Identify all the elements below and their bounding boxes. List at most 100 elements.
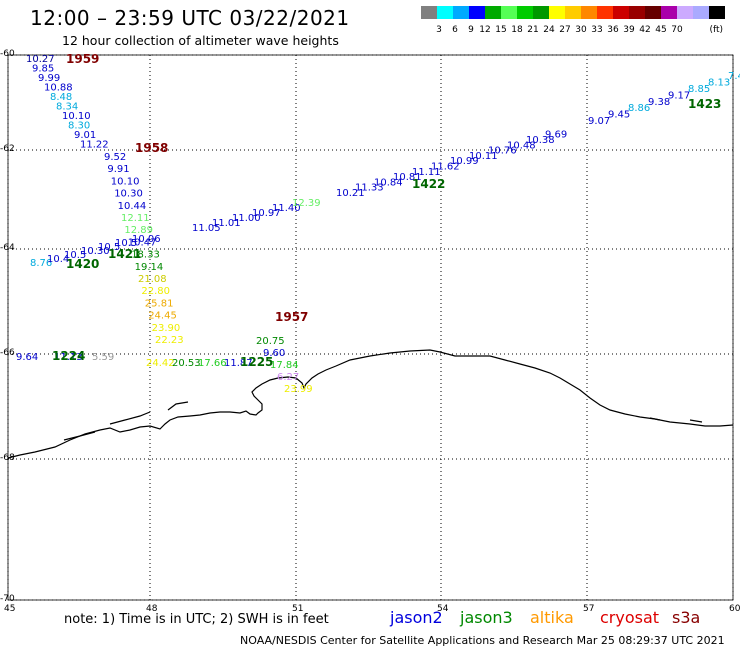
map-title: 12:00 – 23:59 UTC 03/22/2021	[30, 6, 350, 30]
wave-height-value: 9.91	[107, 164, 129, 175]
map-grid	[7, 54, 734, 601]
wave-height-value: 10.48	[507, 140, 536, 151]
wave-height-value: 10.30	[114, 189, 143, 200]
legend-label: 21	[527, 25, 538, 35]
legend-label: 33	[591, 25, 602, 35]
legend-label: 15	[495, 25, 506, 35]
wave-height-value: 5.59	[92, 352, 114, 363]
lat-label: -70	[0, 594, 15, 604]
wave-height-value: 17.66	[198, 358, 227, 369]
coastline-island	[63, 401, 703, 441]
wave-height-value: 23.90	[152, 323, 181, 334]
wave-height-value: 19.14	[135, 262, 164, 273]
legend-label: 6	[452, 25, 458, 35]
altimeter-tracks: 10.279.859.9910.888.488.3410.108.309.011…	[16, 52, 740, 395]
pass-time-label: 1420	[66, 257, 99, 271]
pass-time-label: 1224	[52, 349, 85, 363]
wave-height-value: 9.99	[38, 73, 60, 84]
wave-height-value: 11.05	[192, 223, 221, 234]
lon-label: 54	[437, 604, 449, 614]
wave-height-value: 10.97	[252, 208, 281, 219]
map-frame	[7, 54, 734, 601]
wave-height-value: 6.27	[277, 372, 299, 383]
legend-cryosat: cryosat	[600, 608, 660, 627]
wave-height-value: 25.81	[145, 298, 174, 309]
wave-height-value: 8.85	[688, 84, 710, 95]
legend-swatch	[709, 6, 725, 19]
wave-height-value: 8.30	[68, 121, 90, 132]
footnote: note: 1) Time is in UTC; 2) SWH is in fe…	[64, 612, 329, 627]
wave-height-value: 9.07	[588, 116, 610, 127]
wave-height-value: 22.23	[155, 335, 184, 346]
wave-height-value: 10.4	[47, 254, 69, 265]
wave-height-value: 9.52	[104, 152, 126, 163]
legend-swatch	[453, 6, 469, 19]
wave-height-value: 9.64	[16, 352, 38, 363]
wave-height-value: 10.47	[128, 237, 157, 248]
wave-height-value: 11.33	[355, 183, 384, 194]
legend-label: 30	[575, 25, 587, 35]
wave-height-value: 10.44	[118, 201, 147, 212]
legend-swatch	[581, 6, 597, 19]
pass-time-label: 1421	[108, 247, 141, 261]
wave-height-value: 23.99	[284, 384, 313, 395]
wave-height-value: 24.45	[148, 311, 177, 322]
credit-line: NOAA/NESDIS Center for Satellite Applica…	[240, 634, 725, 647]
wave-height-value: 17.84	[270, 360, 299, 371]
legend-swatch	[485, 6, 501, 19]
wave-height-value: 11.11	[412, 167, 441, 178]
wave-height-value: 9.69	[545, 130, 567, 141]
pass-time-label: 1957	[275, 310, 308, 324]
wave-height-value: 9.17	[668, 90, 690, 101]
wave-height-value: 10.81	[393, 172, 422, 183]
color-legend: 3 6 9 12 15 18 21 24 27 30 33 36 39 42 45 70 (ft)	[421, 6, 725, 35]
wave-height-value: 10.21	[336, 188, 365, 199]
wave-height-value: 11.40	[272, 203, 301, 214]
legend-swatch	[693, 6, 709, 19]
wave-height-value: 11.62	[431, 162, 460, 173]
wave-height-value: 10.10	[62, 111, 91, 122]
lon-label: 57	[583, 604, 595, 614]
pass-time-label: 1423	[688, 97, 721, 111]
wave-height-value: 11.00	[232, 213, 261, 224]
wave-height-value: 8.76	[30, 258, 52, 269]
wave-height-value: 10.84	[374, 177, 403, 188]
wave-height-value: 8.13	[708, 78, 730, 89]
wave-height-value: 18.33	[131, 250, 160, 261]
legend-label: 24	[543, 25, 555, 35]
legend-label: 36	[607, 25, 619, 35]
legend-swatch	[533, 6, 549, 19]
wave-height-value: 12.89	[124, 225, 153, 236]
legend-s3a: s3a	[672, 608, 701, 627]
legend-label: 70	[671, 25, 683, 35]
wave-height-value: 20.53	[172, 358, 201, 369]
wave-height-value: 11.87	[224, 358, 253, 369]
legend-swatch	[549, 6, 565, 19]
pass-time-label: 1959	[66, 52, 99, 66]
legend-label: 3	[436, 25, 442, 35]
wave-height-value: 11.13	[54, 352, 83, 363]
wave-height-value: 20.75	[256, 336, 285, 347]
legend-swatch	[501, 6, 517, 19]
wave-height-value: 24.42	[146, 358, 175, 369]
wave-height-value: 9.45	[608, 110, 630, 121]
wave-height-value: 10.5	[115, 238, 137, 249]
wave-height-value: 12.39	[292, 198, 321, 209]
lat-label: -62	[0, 144, 15, 154]
wave-height-value: 21.08	[138, 274, 167, 285]
lat-label: -64	[0, 243, 15, 253]
legend-swatch	[645, 6, 661, 19]
wave-height-value: 10.10	[111, 176, 140, 187]
wave-height-value: 9.01	[74, 130, 96, 141]
lon-label: 60	[729, 604, 740, 614]
legend-swatch	[613, 6, 629, 19]
legend-swatch	[597, 6, 613, 19]
legend-swatch	[677, 6, 693, 19]
wave-height-value: 8.86	[628, 103, 650, 114]
lat-label: -68	[0, 453, 15, 463]
legend-swatch	[517, 6, 533, 19]
wave-height-value: 12.11	[121, 213, 150, 224]
wave-height-value: 10.11	[469, 151, 498, 162]
wave-height-value: 22.80	[141, 286, 170, 297]
